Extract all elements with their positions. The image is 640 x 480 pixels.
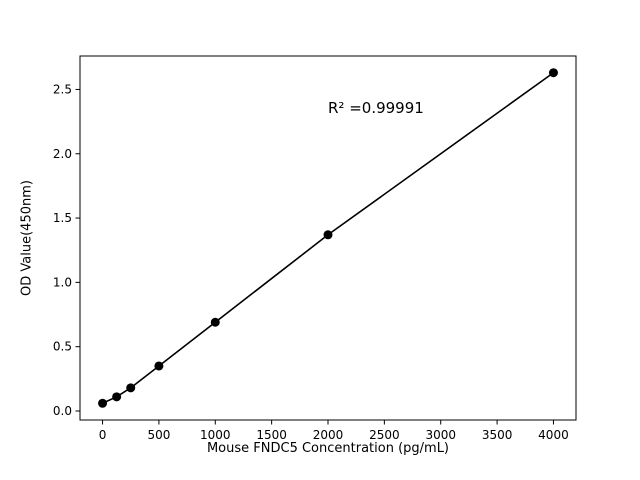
y-tick-label: 2.0	[53, 147, 72, 161]
x-tick-label: 2000	[313, 428, 344, 442]
data-point	[548, 68, 558, 78]
y-tick-label: 0.0	[53, 404, 72, 418]
x-tick-label: 0	[99, 428, 107, 442]
r-squared-annotation: R² =0.99991	[328, 98, 424, 117]
y-tick-label: 2.5	[53, 82, 72, 96]
y-tick-label: 1.5	[53, 211, 72, 225]
x-tick-label: 4000	[538, 428, 569, 442]
x-tick-label: 3000	[425, 428, 456, 442]
data-point	[98, 398, 108, 408]
y-tick-label: 1.0	[53, 275, 72, 289]
y-tick-label: 0.5	[53, 340, 72, 354]
data-point	[112, 392, 122, 402]
x-tick-label: 3500	[482, 428, 513, 442]
data-point	[154, 361, 164, 371]
data-point	[323, 230, 333, 240]
x-tick-label: 1000	[200, 428, 231, 442]
x-tick-label: 500	[147, 428, 170, 442]
data-point	[210, 317, 220, 327]
x-tick-label: 1500	[256, 428, 287, 442]
data-point	[126, 383, 136, 393]
x-axis-label: Mouse FNDC5 Concentration (pg/mL)	[206, 441, 450, 456]
x-tick-label: 2500	[369, 428, 400, 442]
y-axis-label: OD Value(450nm)	[19, 180, 35, 296]
